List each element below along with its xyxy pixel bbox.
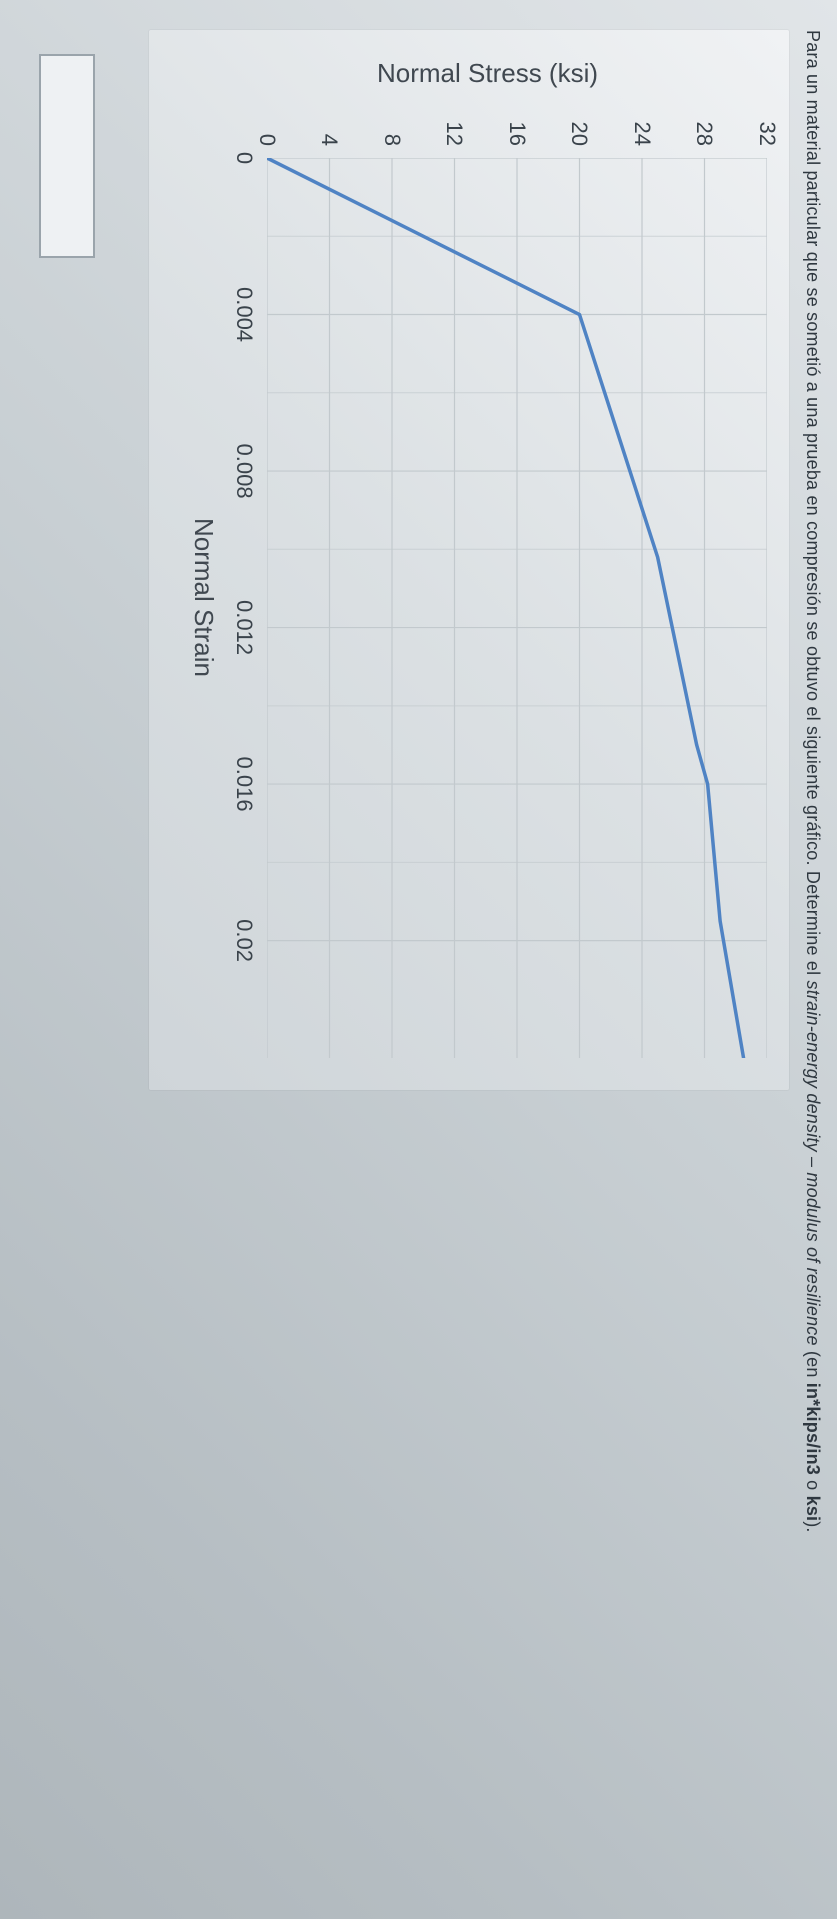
- x-tick: 0.012: [231, 600, 257, 655]
- question-text: Para un material particular que se somet…: [802, 30, 823, 1889]
- chart-svg: [267, 158, 767, 1058]
- y-tick: 12: [442, 122, 468, 146]
- answer-input[interactable]: [39, 54, 95, 258]
- plot-area: 04812162024283200.0040.0080.0120.0160.02: [267, 158, 767, 1058]
- q-end: ).: [803, 1521, 823, 1532]
- y-tick: 8: [379, 134, 405, 146]
- x-axis-label: Normal Strain: [188, 518, 219, 677]
- q-em3: ksi: [803, 1496, 823, 1522]
- q-tail: o: [803, 1475, 823, 1496]
- q-mid: (en: [803, 1346, 823, 1383]
- q-prefix: Para un material particular que se somet…: [803, 30, 823, 981]
- x-tick: 0.004: [231, 287, 257, 342]
- x-tick: 0.02: [231, 919, 257, 962]
- y-tick: 24: [629, 122, 655, 146]
- q-em2: in*kips/in3: [803, 1383, 823, 1475]
- y-tick: 16: [504, 122, 530, 146]
- y-tick: 28: [692, 122, 718, 146]
- x-tick: 0.016: [231, 757, 257, 812]
- q-em1: strain-energy density – modulus of resil…: [803, 981, 823, 1346]
- y-tick: 4: [317, 134, 343, 146]
- y-tick: 0: [254, 134, 280, 146]
- y-tick: 32: [754, 122, 780, 146]
- x-tick: 0: [231, 152, 257, 164]
- x-tick: 0.008: [231, 444, 257, 499]
- y-axis-label: Normal Stress (ksi): [377, 58, 598, 89]
- y-tick: 20: [567, 122, 593, 146]
- stress-strain-chart: 04812162024283200.0040.0080.0120.0160.02…: [149, 30, 789, 1090]
